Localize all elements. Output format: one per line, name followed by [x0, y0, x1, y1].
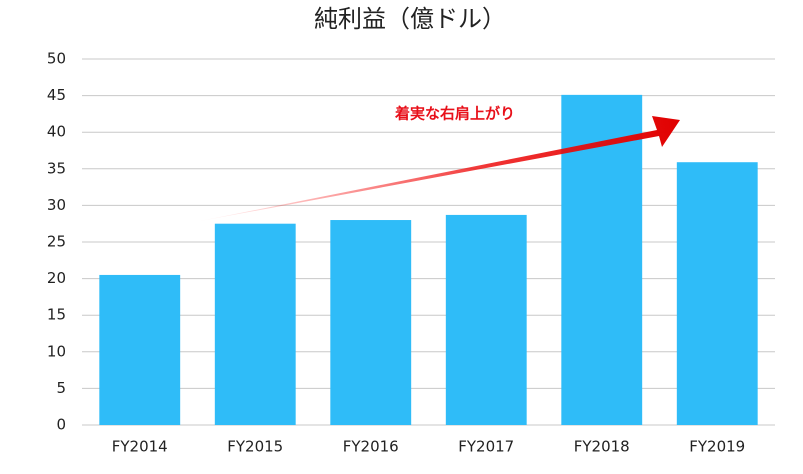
x-tick-label: FY2015 — [227, 438, 283, 456]
y-tick-label: 25 — [47, 233, 66, 251]
chart-title: 純利益（億ドル） — [314, 5, 506, 33]
x-tick-label: FY2016 — [343, 438, 399, 456]
grid: 0 5 10 15 20 25 30 35 40 45 50 — [47, 50, 775, 434]
bar — [676, 162, 758, 425]
bar — [214, 223, 296, 425]
y-tick-label: 40 — [47, 123, 66, 141]
x-tick-label: FY2014 — [112, 438, 168, 456]
y-tick-label: 30 — [47, 196, 66, 214]
bar — [330, 220, 412, 425]
y-tick-label: 35 — [47, 159, 66, 177]
y-tick-label: 5 — [56, 379, 66, 397]
y-tick-label: 15 — [47, 306, 66, 324]
y-tick-label: 50 — [47, 50, 66, 68]
x-tick-label: FY2018 — [574, 438, 630, 456]
bars: FY2014 FY2015 FY2016 FY2017 FY2018 FY2019 — [99, 94, 758, 456]
x-tick-label: FY2019 — [689, 438, 745, 456]
annotation: 着実な右肩上がり — [394, 105, 515, 123]
bar — [99, 274, 181, 425]
x-tick-label: FY2017 — [458, 438, 514, 456]
bar — [445, 214, 527, 425]
y-tick-label: 10 — [47, 342, 66, 360]
y-tick-label: 20 — [47, 269, 66, 287]
y-tick-label: 0 — [56, 416, 66, 434]
y-tick-label: 45 — [47, 86, 66, 104]
